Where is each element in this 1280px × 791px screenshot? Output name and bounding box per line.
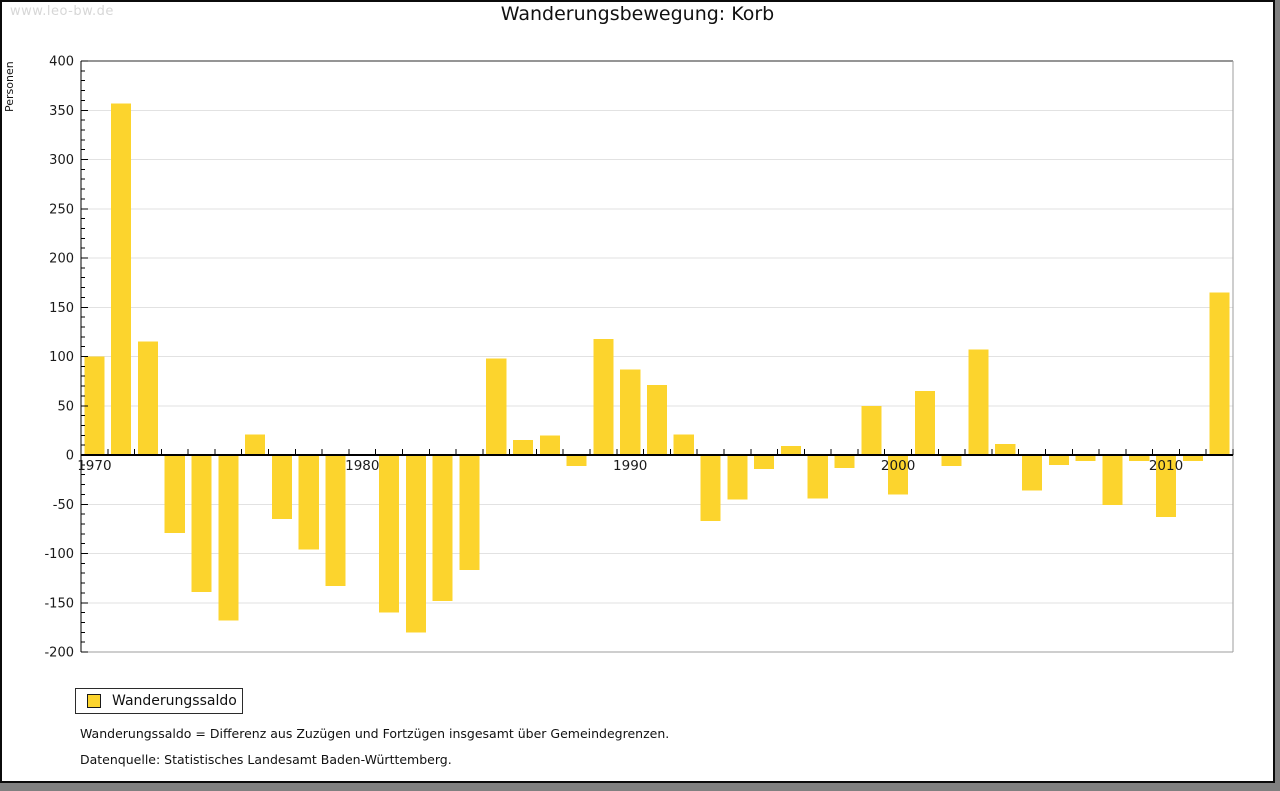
y-tick-label: -50 bbox=[53, 498, 74, 513]
y-tick-label: 300 bbox=[49, 153, 74, 168]
bar-1986 bbox=[513, 440, 534, 455]
y-tick-label: -100 bbox=[44, 547, 74, 562]
bar-2002 bbox=[941, 455, 962, 466]
footnote-source: Datenquelle: Statistisches Landesamt Bad… bbox=[80, 752, 452, 767]
footnote-definition: Wanderungssaldo = Differenz aus Zuzügen … bbox=[80, 726, 670, 741]
x-tick-label: 1970 bbox=[77, 458, 111, 474]
bar-2011 bbox=[1182, 455, 1203, 461]
y-tick-label: 400 bbox=[49, 55, 74, 70]
bar-1978 bbox=[298, 455, 319, 550]
bar-1983 bbox=[432, 455, 453, 601]
bar-2009 bbox=[1129, 455, 1150, 461]
bar-1981 bbox=[379, 455, 400, 613]
y-tick-label: 0 bbox=[66, 449, 74, 464]
bar-2007 bbox=[1075, 455, 1096, 461]
bar-1970 bbox=[84, 356, 105, 455]
bar-1993 bbox=[700, 455, 721, 521]
bar-1996 bbox=[780, 446, 801, 455]
bar-1997 bbox=[807, 455, 828, 499]
legend: Wanderungssaldo bbox=[75, 688, 243, 714]
bar-1974 bbox=[191, 455, 212, 592]
bar-2012 bbox=[1209, 292, 1230, 455]
bar-2008 bbox=[1102, 455, 1123, 506]
bar-2001 bbox=[914, 390, 935, 455]
bar-1990 bbox=[620, 369, 641, 455]
bar-1987 bbox=[539, 435, 560, 455]
bar-1979 bbox=[325, 455, 346, 587]
watermark: www.leo-bw.de bbox=[10, 4, 114, 19]
y-tick-label: 50 bbox=[57, 399, 74, 414]
bar-2005 bbox=[1022, 455, 1043, 491]
bar-2000 bbox=[888, 455, 909, 495]
y-tick-label: 150 bbox=[49, 301, 74, 316]
bar-1988 bbox=[566, 455, 587, 466]
bar-2010 bbox=[1155, 455, 1177, 518]
x-tick-label: 1980 bbox=[345, 458, 379, 474]
y-tick-label: 350 bbox=[49, 104, 74, 119]
bar-1995 bbox=[754, 455, 775, 469]
bar-1971 bbox=[111, 103, 132, 455]
y-tick-label: 200 bbox=[49, 252, 74, 267]
bar-1976 bbox=[245, 434, 266, 455]
bar-1984 bbox=[459, 455, 480, 571]
bar-1989 bbox=[593, 338, 614, 455]
bar-1999 bbox=[861, 405, 882, 455]
legend-label: Wanderungssaldo bbox=[112, 693, 237, 709]
x-tick-label: 2000 bbox=[881, 458, 915, 474]
y-tick-label: 250 bbox=[49, 202, 74, 217]
bar-1994 bbox=[727, 455, 748, 500]
bar-1972 bbox=[137, 341, 159, 455]
bar-1998 bbox=[834, 455, 855, 468]
y-tick-label: -150 bbox=[44, 596, 74, 611]
x-tick-label: 2010 bbox=[1149, 458, 1183, 474]
chart-title: Wanderungsbewegung: Korb bbox=[500, 3, 775, 25]
bar-2003 bbox=[968, 349, 989, 455]
bar-1977 bbox=[271, 455, 292, 520]
bar-2004 bbox=[995, 444, 1016, 455]
y-tick-label: 100 bbox=[49, 350, 74, 365]
y-tick-label: -200 bbox=[44, 646, 74, 661]
legend-color-swatch bbox=[87, 694, 101, 708]
bar-1973 bbox=[164, 455, 185, 533]
bar-1985 bbox=[486, 358, 507, 455]
bar-1991 bbox=[646, 385, 668, 455]
bar-1992 bbox=[673, 434, 694, 455]
bar-2006 bbox=[1048, 455, 1069, 465]
x-tick-label: 1990 bbox=[613, 458, 647, 474]
bar-1975 bbox=[218, 455, 239, 621]
bar-1982 bbox=[405, 455, 426, 633]
